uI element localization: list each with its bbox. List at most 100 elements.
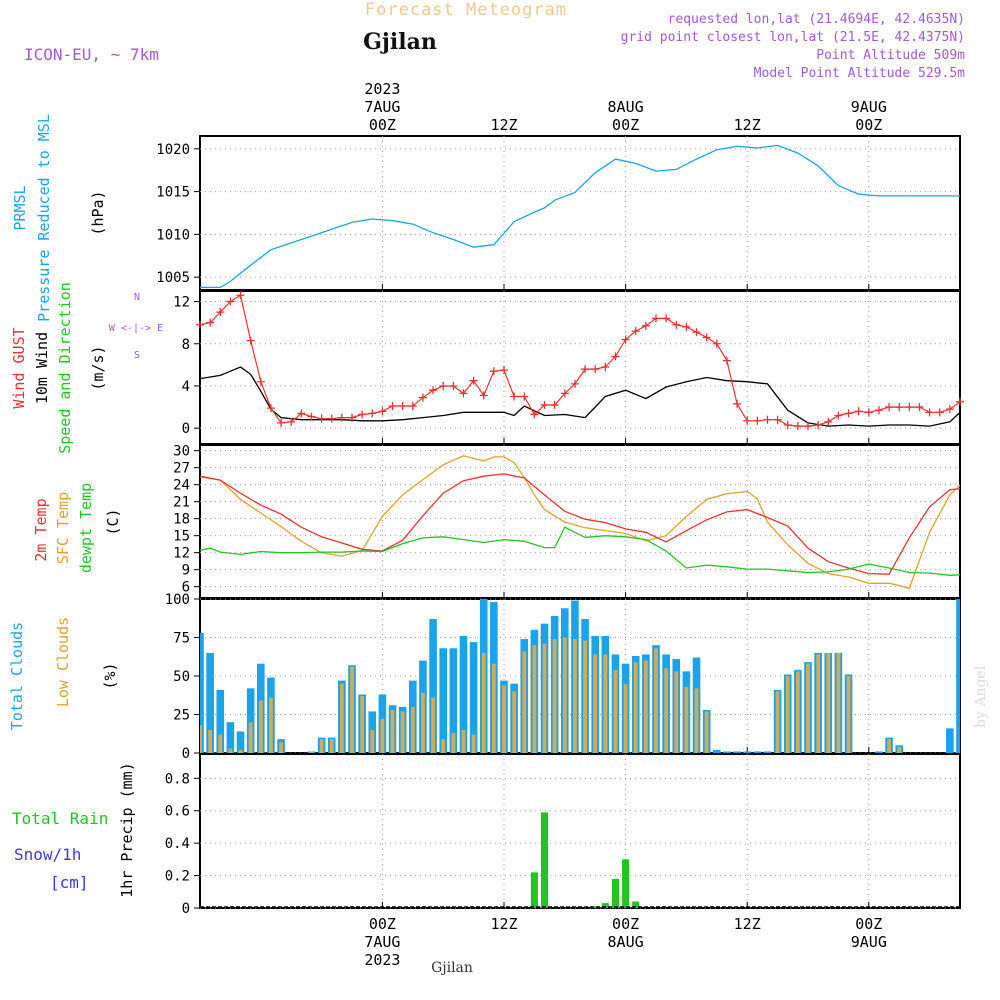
gust-marker [388,402,397,411]
panels: 1005101010151020048126912151821242730025… [156,135,964,917]
low-cloud-bar [481,652,486,753]
bottom-time-label: 12Z [490,915,517,933]
low-cloud-bar [451,732,456,753]
temp-y-tick-label: 6 [182,580,190,596]
gust-marker [479,391,488,400]
low-cloud-bar [319,739,324,753]
pressure-frame [199,135,961,291]
bottom-time-label: 00Z [369,915,396,933]
clouds-y-tick-label: 50 [173,669,190,685]
gust-marker [844,409,853,418]
top-time-label: 00Z [612,116,639,134]
clouds-y-tick-label: 100 [165,592,190,608]
low-cloud-bar [633,662,638,753]
low-cloud-bar [309,751,314,753]
total-cloud-bar [733,751,741,753]
total-cloud-bar [439,648,447,753]
dewpt-label: dewpt Temp [77,483,95,573]
low-cloud-bar [350,666,354,753]
product-title: Forecast Meteogram [365,0,567,20]
low-cloud-bar [785,676,790,753]
top-time-label: 8AUG [608,98,644,116]
total-cloud-bar [246,688,255,753]
location-title: Gjilan [363,29,437,55]
gust-marker [570,379,579,388]
rain-bar [622,859,630,908]
pressure-label: PRMSL [11,185,29,230]
gust-marker [935,408,944,417]
bottom-time-label: 00Z [612,915,639,933]
low-cloud-bar [279,742,283,753]
low-cloud-bar [491,663,496,753]
footer-location: Gjilan [431,960,473,976]
total-cloud-bar [753,751,762,753]
gust-marker [712,339,721,348]
top-time-label: 2023 [364,80,400,98]
clouds-y-tick-label: 75 [173,631,190,647]
gust-marker [530,410,539,419]
low-cloud-bar [684,686,689,753]
gust-marker [814,421,823,430]
gust-marker [520,392,529,401]
gust-marker [327,414,336,423]
precip-y-tick-label: 0.2 [165,869,190,885]
wind-frame [199,290,961,445]
low-cloud-bar [208,729,213,753]
gust-marker [226,297,235,306]
clouds-y-tick-label: 0 [182,746,190,762]
precip-y-tick-label: 0.6 [165,804,190,820]
gust-marker [905,403,914,412]
precip-unit-label: 1hr Precip (mm) [118,762,136,897]
low-cloud-bar [329,739,334,753]
gust-marker [864,408,873,417]
low-cloud-bar [360,696,365,753]
gust-marker [621,335,630,344]
top-time-label: 7AUG [364,98,400,116]
gust-marker [631,327,640,336]
bottom-time-label: 9AUG [851,933,887,951]
total-cloud-bar [469,642,478,753]
low-cloud-bar [532,645,537,753]
gust-marker [266,404,275,413]
gust-marker [662,314,671,323]
gust-marker [733,399,742,408]
gust-marker [236,291,245,300]
grid-point-coords: grid point closest lon,lat (21.5E, 42.43… [621,30,965,45]
total-cloud-bar [946,728,954,753]
wind-y-tick-label: 4 [182,379,190,395]
low-cloud-bar [826,652,831,753]
low-cloud-bar [431,697,435,753]
gust-marker [956,397,964,406]
gust-marker [895,403,904,412]
gust-marker [641,321,650,330]
temp-y-tick-label: 18 [173,512,190,528]
wind-10m-label: 10m Wind [33,332,51,404]
gust-marker [540,400,549,409]
low-cloud-bar [228,748,233,753]
low-cloud-bar [836,652,841,753]
pressure-unit-label: (hPa) [89,190,107,235]
low-cloud-bar [552,639,557,753]
compass-west-east: W <-|-> E [109,323,163,334]
low-cloud-bar [573,639,577,753]
gust-marker [418,393,427,402]
requested-coords: requested lon,lat (21.4694E, 42.4635N) [668,12,965,27]
bottom-time-label: 8AUG [608,933,644,951]
pressure-y-tick-label: 1005 [156,270,190,286]
wind-unit-label: (m/s) [89,345,107,390]
low-cloud-bar [269,697,273,753]
pressure-y-tick-label: 1020 [156,142,190,158]
gust-marker [358,410,367,419]
low-cloud-bar [512,691,517,753]
temp-y-tick-label: 12 [173,546,190,562]
gust-marker [591,365,600,374]
low-cloud-bar [390,709,395,753]
temp-y-tick-label: 9 [182,563,190,579]
total-cloud-bar [200,632,204,753]
total-cloud-bar [459,635,468,753]
point-altitude: Point Altitude 509m [816,48,965,63]
precip-y-tick-label: 0.8 [165,771,190,787]
gust-marker [763,415,772,424]
gust-marker [196,320,204,329]
